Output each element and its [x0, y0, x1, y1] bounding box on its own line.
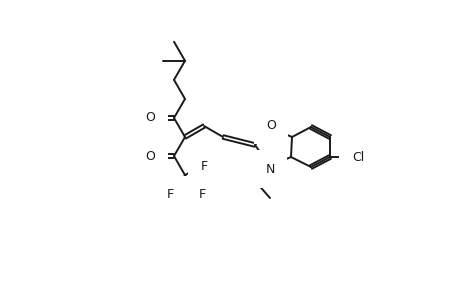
Text: O: O: [265, 118, 275, 131]
Text: O: O: [145, 111, 155, 124]
Text: N: N: [265, 163, 274, 176]
Text: F: F: [201, 160, 207, 173]
Text: F: F: [198, 188, 205, 201]
Text: F: F: [166, 188, 173, 201]
Text: Cl: Cl: [351, 151, 364, 164]
Text: O: O: [145, 150, 155, 163]
